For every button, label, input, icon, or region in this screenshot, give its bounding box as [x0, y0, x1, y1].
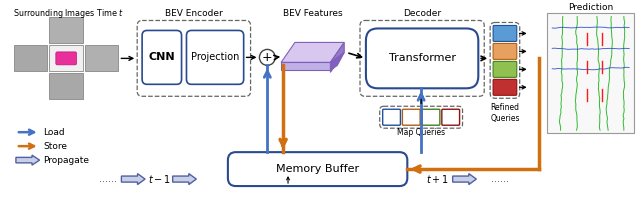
Polygon shape [281, 42, 344, 62]
FancyBboxPatch shape [493, 79, 516, 95]
FancyArrow shape [122, 174, 145, 184]
Text: $t-1$: $t-1$ [148, 173, 172, 185]
Text: +: + [262, 51, 273, 64]
FancyBboxPatch shape [380, 106, 463, 128]
Bar [547, 14, 634, 133]
Text: Decoder: Decoder [403, 10, 441, 19]
Text: Map Queries: Map Queries [397, 128, 445, 137]
Text: Prediction: Prediction [568, 2, 613, 11]
Text: Store: Store [44, 142, 68, 151]
FancyBboxPatch shape [490, 22, 520, 98]
FancyBboxPatch shape [228, 152, 407, 186]
FancyBboxPatch shape [493, 25, 516, 41]
FancyArrow shape [452, 174, 476, 184]
FancyArrow shape [16, 155, 40, 165]
Text: Load: Load [44, 128, 65, 137]
FancyBboxPatch shape [493, 61, 516, 77]
FancyArrow shape [173, 174, 196, 184]
FancyBboxPatch shape [360, 20, 484, 96]
Text: Projection: Projection [191, 52, 239, 62]
FancyBboxPatch shape [383, 109, 401, 125]
FancyBboxPatch shape [137, 20, 251, 96]
Text: Refined
Queries: Refined Queries [490, 103, 520, 123]
Text: BEV Encoder: BEV Encoder [165, 10, 223, 19]
Text: Memory Buffer: Memory Buffer [276, 164, 359, 174]
FancyBboxPatch shape [422, 109, 440, 125]
Text: ......: ...... [491, 174, 509, 184]
Bar [85, 45, 118, 71]
Text: BEV Features: BEV Features [283, 10, 342, 19]
Bar [14, 45, 47, 71]
Bar [49, 73, 83, 99]
Text: Propagate: Propagate [44, 156, 90, 165]
FancyBboxPatch shape [142, 30, 182, 84]
FancyBboxPatch shape [403, 109, 420, 125]
FancyBboxPatch shape [186, 30, 244, 84]
Text: Surrounding Images Time $t$: Surrounding Images Time $t$ [13, 6, 124, 20]
FancyBboxPatch shape [366, 28, 478, 88]
Bar [49, 45, 83, 71]
Bar [49, 17, 83, 43]
Text: ......: ...... [99, 174, 116, 184]
Text: CNN: CNN [148, 52, 175, 62]
Polygon shape [330, 52, 344, 70]
Polygon shape [330, 42, 344, 72]
Text: Transformer: Transformer [388, 53, 456, 63]
Polygon shape [281, 62, 330, 70]
FancyBboxPatch shape [493, 43, 516, 59]
Text: $t+1$: $t+1$ [426, 173, 449, 185]
FancyBboxPatch shape [442, 109, 460, 125]
Circle shape [259, 50, 275, 65]
FancyBboxPatch shape [56, 52, 77, 65]
